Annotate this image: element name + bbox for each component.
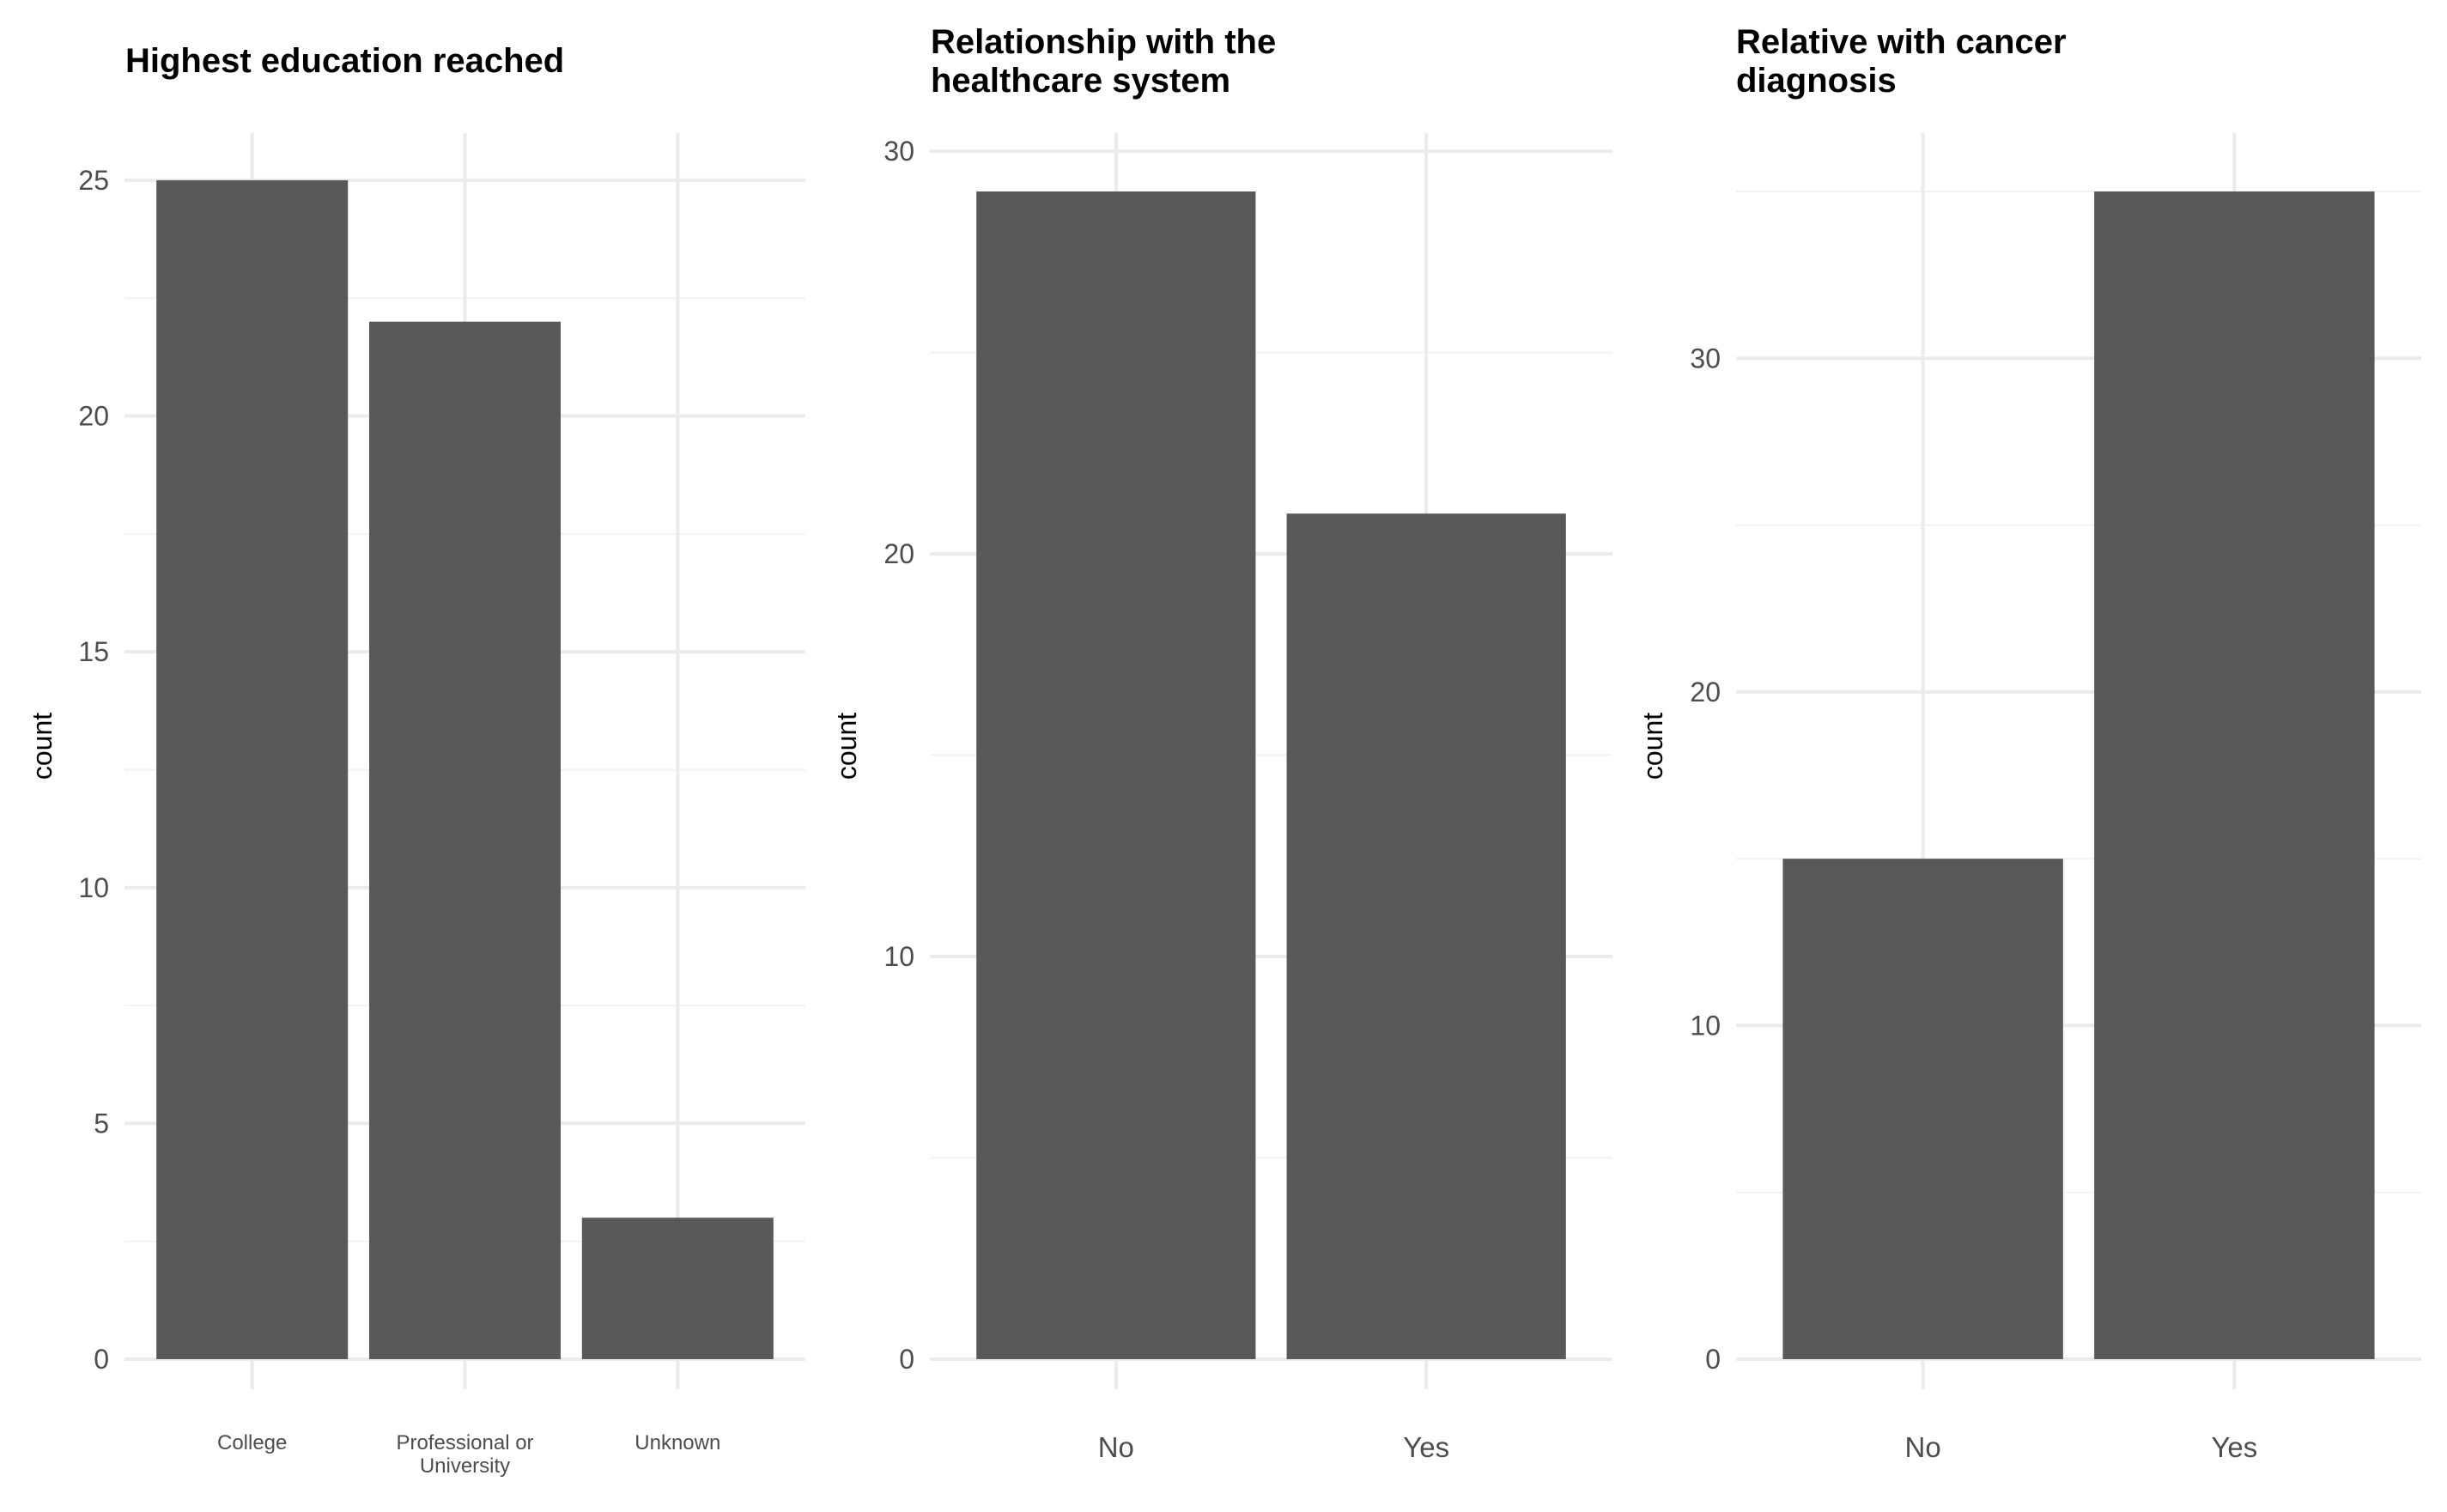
- x-tick-label: College: [217, 1431, 287, 1454]
- x-tick-label: Professional or: [396, 1431, 533, 1454]
- bar: [1286, 513, 1566, 1359]
- chart-title: Highest education reached: [125, 42, 564, 80]
- chart-title: diagnosis: [1736, 62, 1897, 100]
- bar: [581, 1217, 774, 1359]
- y-tick-label: 10: [78, 872, 109, 903]
- chart-title: Relationship with the: [931, 23, 1276, 61]
- y-tick-label: 5: [94, 1108, 109, 1139]
- y-tick-label: 10: [883, 941, 914, 972]
- panel-relative-cancer: 0 10 20 30 No Yes count Relative with cancerdia…: [1637, 23, 2421, 1463]
- y-tick-label: 10: [1690, 1010, 1721, 1041]
- y-tick-label: 25: [78, 165, 109, 196]
- x-tick-label: No: [1905, 1431, 1941, 1463]
- y-tick-label: 0: [899, 1344, 914, 1375]
- chart-title: healthcare system: [931, 62, 1230, 100]
- y-axis-label: count: [1637, 713, 1668, 780]
- y-tick-label: 0: [1705, 1344, 1721, 1375]
- panel-education: 0 5 10 15 20 25 College Professional orUniversi…: [27, 42, 805, 1478]
- y-axis-label: count: [831, 713, 862, 780]
- bar: [976, 191, 1256, 1359]
- y-tick-label: 30: [883, 136, 914, 167]
- y-tick-label: 20: [883, 538, 914, 569]
- bar: [1782, 859, 2063, 1359]
- x-tick-label: Yes: [2211, 1431, 2257, 1463]
- bar: [368, 321, 562, 1359]
- x-tick-label: Yes: [1403, 1431, 1449, 1463]
- bar: [156, 179, 349, 1359]
- chart-title: Relative with cancer: [1736, 23, 2067, 61]
- y-tick-label: 30: [1690, 343, 1721, 373]
- y-tick-label: 20: [78, 401, 109, 432]
- y-axis-label: count: [27, 713, 58, 780]
- bar: [2094, 191, 2375, 1359]
- y-tick-label: 0: [94, 1344, 109, 1375]
- x-tick-label: University: [420, 1454, 510, 1478]
- x-tick-label: Unknown: [635, 1431, 720, 1454]
- y-tick-label: 20: [1690, 677, 1721, 707]
- panel-healthcare-relationship: 0 10 20 30 No Yes count Relationship with thehe…: [831, 23, 1612, 1463]
- x-tick-label: No: [1098, 1431, 1134, 1463]
- y-tick-label: 15: [78, 636, 109, 667]
